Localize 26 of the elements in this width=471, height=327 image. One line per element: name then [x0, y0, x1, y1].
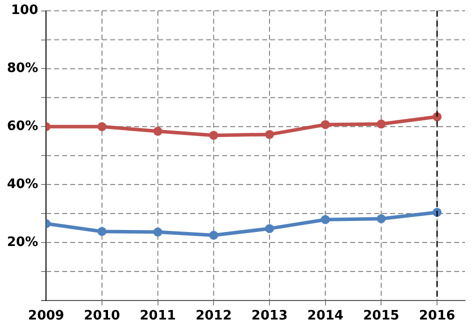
x-tick-label: 2016	[418, 308, 456, 324]
x-tick-label: 2011	[140, 308, 176, 324]
x-tick-label: 2015	[363, 308, 400, 324]
y-tick-label: 80%	[6, 61, 38, 76]
point	[209, 230, 218, 240]
x-tick-label: 2009	[28, 308, 64, 324]
x-tick-label: 2014	[307, 308, 344, 324]
y-tick-label: 40%	[6, 176, 38, 192]
point	[320, 215, 330, 224]
x-tick-label: 2013	[251, 308, 288, 324]
x-tick-label: 2010	[84, 308, 120, 324]
point	[432, 112, 442, 122]
point	[153, 126, 162, 136]
point	[376, 214, 386, 224]
y-tick-label: 60%	[6, 119, 38, 134]
y-tick-label: 20%	[6, 234, 38, 250]
point	[97, 226, 106, 236]
point	[320, 120, 330, 130]
y-tick-label: 100	[10, 3, 38, 18]
point	[97, 122, 106, 132]
x-tick-label: 2012	[196, 308, 232, 324]
point	[209, 130, 218, 140]
point	[265, 224, 274, 234]
point	[265, 130, 274, 139]
point	[153, 228, 162, 237]
point	[376, 120, 386, 129]
